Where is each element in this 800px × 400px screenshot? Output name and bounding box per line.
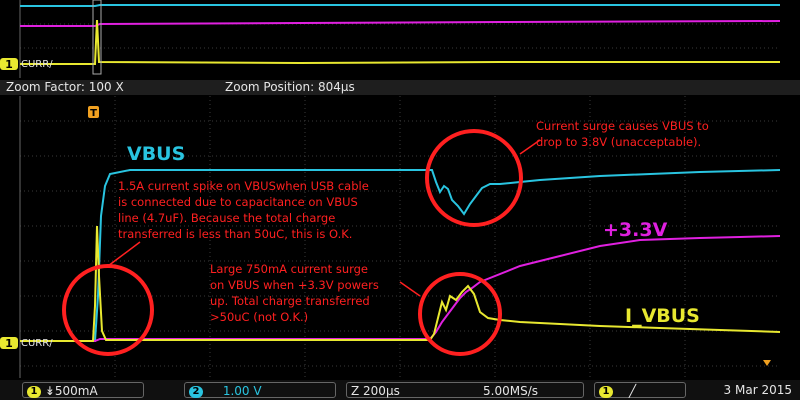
overview-channel-label: CURR/ <box>21 59 53 70</box>
main-grid <box>20 96 780 378</box>
annotation-drop: Current surge causes VBUS to drop to 3.8… <box>536 119 709 149</box>
timebase-readout[interactable]: Z 200μs 5.00MS/s <box>346 382 584 398</box>
trig-slope: ╱ <box>628 384 637 398</box>
annotation-leaders <box>107 139 541 297</box>
main-channel-label: CURR/ <box>21 338 53 349</box>
annotation-surge-line: up. Total charge transferred <box>210 294 370 308</box>
annotation-spike-line: line (4.7uF). Because the total charge <box>118 211 335 225</box>
annotation-surge-line: >50uC (not O.K.) <box>210 310 308 324</box>
date: 3 Mar 2015 <box>723 383 792 397</box>
trigger-marker[interactable]: T <box>90 108 97 119</box>
ch1-badge: 1 <box>27 385 41 398</box>
ch1-scale-readout[interactable]: 1 ↡500mA <box>22 382 144 398</box>
annotation-highlights <box>62 129 523 356</box>
status-bar: 1 ↡500mA 2 1.00 V Z 200μs 5.00MS/s 1 ╱ 3… <box>0 380 800 400</box>
annotation-spike: 1.5A current spike on VBUSwhen USB cable… <box>118 179 369 241</box>
v33-label: +3.3V <box>603 219 668 241</box>
main-plot: T 1 CURR/ VBUS +3.3V I_VBUS 1.5A current… <box>0 96 781 378</box>
vbus-label: VBUS <box>127 143 185 165</box>
vbus-trace <box>20 169 781 342</box>
zoom-window-marker[interactable] <box>92 0 102 75</box>
ivbus-trace <box>20 225 781 342</box>
ch2-badge: 2 <box>189 385 203 398</box>
annotation-surge-line: Large 750mA current surge <box>210 262 368 276</box>
zoom-factor: Zoom Factor: 100 X <box>6 80 124 94</box>
annotation-drop-line: Current surge causes VBUS to <box>536 119 709 133</box>
ivbus-label: I_VBUS <box>625 305 700 327</box>
trigger-level-marker[interactable] <box>763 360 771 366</box>
ch2-scale: 1.00 V <box>222 384 262 398</box>
annotation-surge: Large 750mA current surge on VBUS when +… <box>210 262 379 324</box>
surge-circle <box>418 272 502 356</box>
zoom-position: Zoom Position: 804μs <box>225 80 355 94</box>
zoom-info-bar: Zoom Factor: 100 X Zoom Position: 804μs <box>0 80 800 95</box>
trigger-marker-bg[interactable] <box>88 106 99 118</box>
ch2-scale-readout[interactable]: 2 1.00 V <box>184 382 336 398</box>
trig-badge: 1 <box>599 385 613 398</box>
annotation-surge-line: on VBUS when +3.3V powers <box>210 278 379 292</box>
zoomed-plot-panel: T 1 CURR/ VBUS +3.3V I_VBUS 1.5A current… <box>0 96 800 378</box>
annotation-spike-line: is connected due to capacitance on VBUS <box>118 195 358 209</box>
overview-channel-marker[interactable]: 1 <box>5 58 13 71</box>
overview-plot: 1 CURR/ <box>0 0 781 78</box>
annotation-spike-line: 1.5A current spike on VBUSwhen USB cable <box>118 179 369 193</box>
overview-panel: 1 CURR/ <box>0 0 800 78</box>
overview-yellow-trace <box>20 19 780 65</box>
overview-grid <box>20 23 780 49</box>
drop-circle <box>425 129 523 227</box>
overview-channel-marker-bg[interactable] <box>0 58 18 70</box>
overview-cyan-trace <box>20 4 780 7</box>
overview-magenta-trace <box>20 20 781 27</box>
sample-rate: 5.00MS/s <box>483 384 538 398</box>
annotation-drop-line: drop to 3.8V (unacceptable). <box>536 135 701 149</box>
ch1-scale: ↡500mA <box>44 384 98 398</box>
trigger-readout[interactable]: 1 ╱ <box>594 382 686 398</box>
main-channel-marker-bg[interactable] <box>0 337 18 349</box>
main-channel-marker[interactable]: 1 <box>5 337 13 350</box>
timebase: Z 200μs <box>351 384 400 398</box>
annotation-spike-line: transferred is less than 50uC, this is O… <box>118 227 352 241</box>
